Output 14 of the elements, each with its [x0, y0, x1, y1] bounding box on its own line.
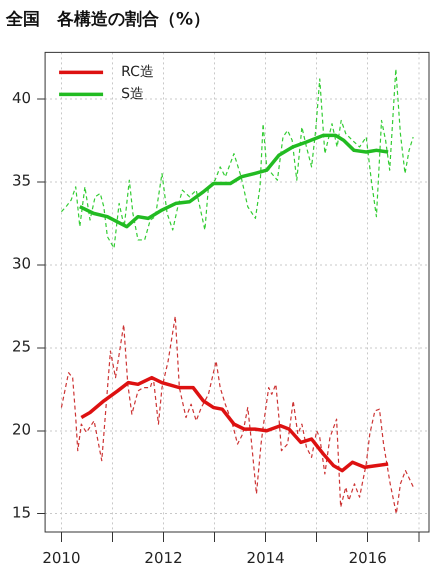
- chart-title: 全国 各構造の割合（%）: [5, 10, 210, 30]
- line-series: [60, 316, 415, 514]
- y-tick-label: 15: [12, 504, 32, 522]
- legend-label: RC造: [121, 64, 154, 80]
- y-tick-label: 25: [12, 338, 32, 356]
- x-tick-label: 2016: [348, 548, 387, 567]
- x-tick-label: 2010: [42, 548, 81, 567]
- y-tick-label: 40: [12, 88, 32, 107]
- y-tick-label: 20: [12, 420, 32, 439]
- legend-label: S造: [121, 86, 144, 102]
- y-tick-label: 35: [12, 172, 32, 190]
- x-tick-label: 2012: [144, 548, 183, 567]
- x-tick-label: 2014: [246, 548, 285, 567]
- y-tick-label: 30: [12, 254, 32, 273]
